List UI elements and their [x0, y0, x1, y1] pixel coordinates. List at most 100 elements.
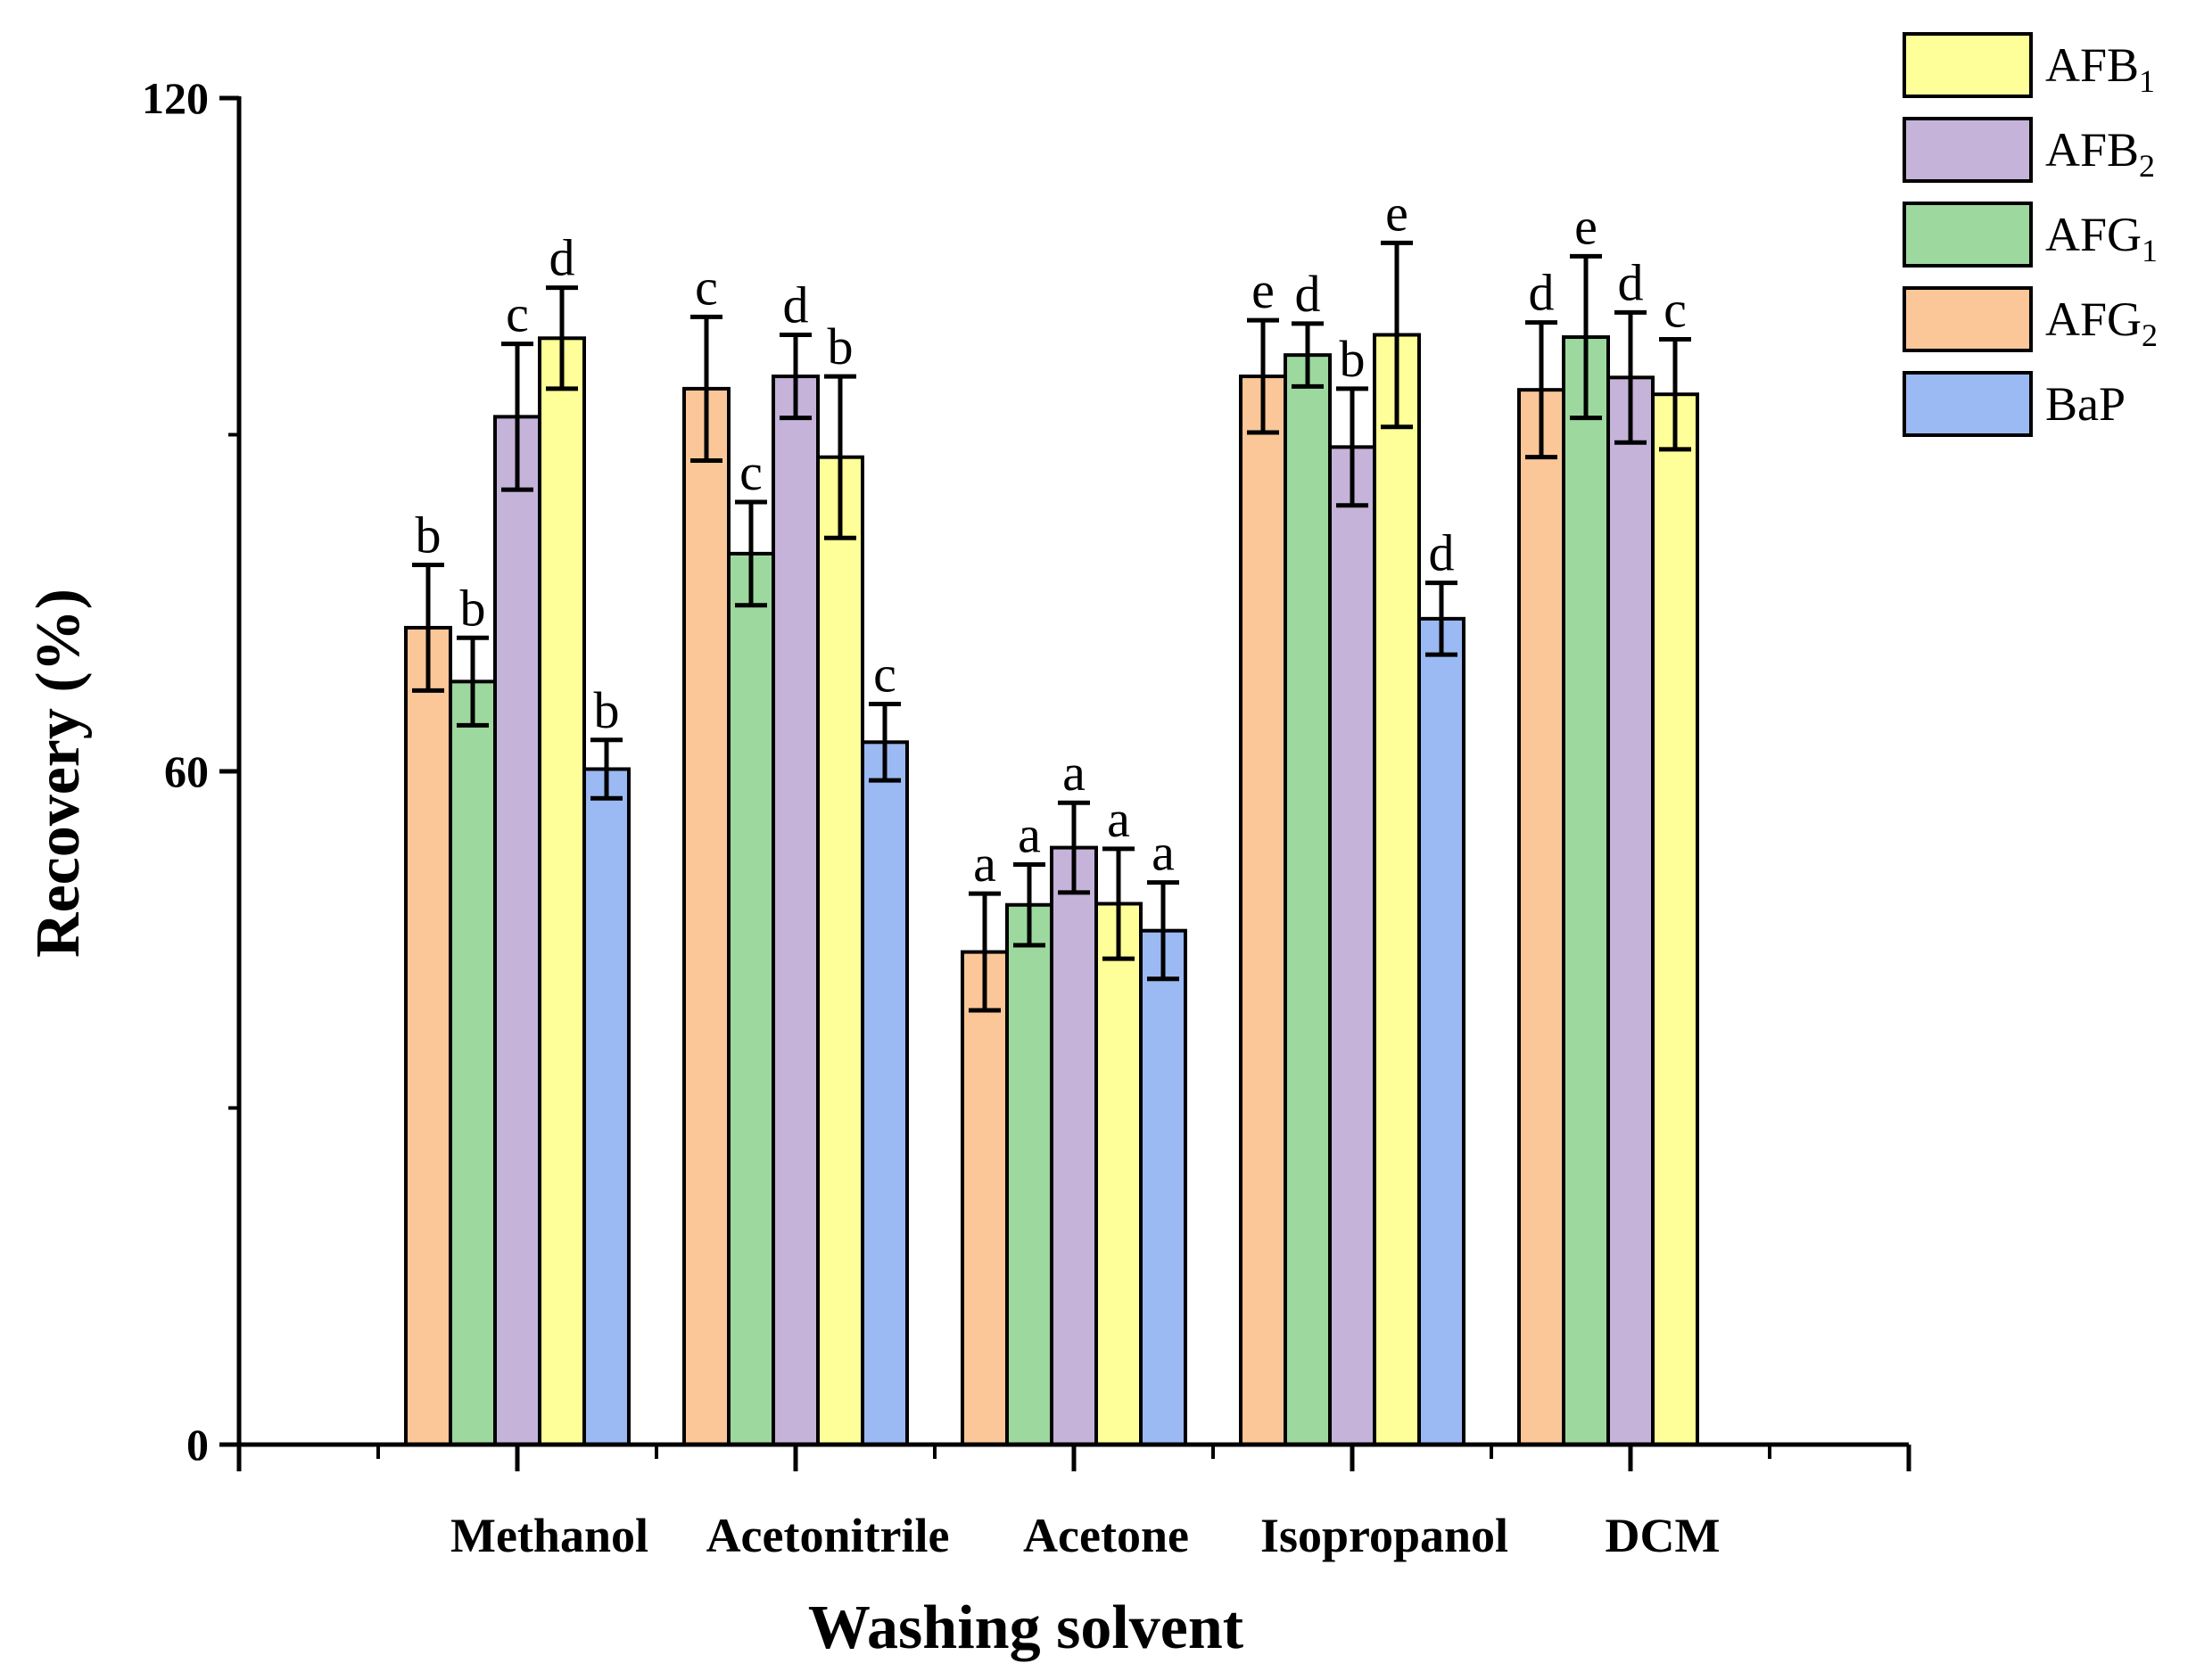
significance-letter-afg1-acetonitrile: c [739, 443, 763, 501]
error-bar-afg1-acetonitrile [735, 499, 767, 608]
significance-letter-afb1-isopropanol: e [1385, 184, 1408, 242]
bar-afb2-methanol [493, 415, 541, 1446]
significance-letter-afg1-isopropanol: d [1295, 265, 1321, 323]
bar-afg2-acetonitrile [682, 386, 731, 1446]
significance-letter-afb2-dcm: d [1618, 253, 1644, 311]
significance-letter-afg2-acetonitrile: c [695, 258, 718, 316]
significance-letter-afb2-acetone: a [1062, 744, 1086, 802]
significance-letter-afg2-methanol: b [416, 506, 442, 564]
bar-afb2-isopropanol [1328, 445, 1376, 1446]
legend-item-afb1: AFB1 [1903, 32, 2155, 99]
bars-layer [404, 333, 1699, 1447]
legend-swatch-afg2 [1903, 286, 2033, 352]
error-bar-afg2-isopropanol [1247, 317, 1279, 435]
y-tick-label: 120 [142, 73, 209, 123]
legend-item-bap: BaP [1903, 371, 2126, 437]
error-bar-afb1-isopropanol [1381, 240, 1413, 430]
error-bars-layer [412, 240, 1691, 1013]
significance-letter-afb2-acetonitrile: d [783, 276, 809, 334]
significance-letter-afb1-methanol: d [549, 229, 575, 287]
legend-label-bap: BaP [2045, 377, 2126, 431]
significance-letter-bap-acetonitrile: c [873, 646, 896, 704]
significance-letter-bap-isopropanol: d [1429, 524, 1455, 582]
significance-letter-afb2-isopropanol: b [1340, 330, 1366, 388]
significance-letter-bap-acetone: a [1152, 824, 1175, 882]
bar-afb1-acetone [1094, 902, 1143, 1446]
significance-letter-afb1-dcm: c [1664, 281, 1687, 339]
error-bar-afb2-acetonitrile [780, 333, 812, 421]
significance-letter-afg2-acetone: a [973, 835, 996, 893]
bar-afg2-methanol [404, 625, 452, 1446]
significance-letter-afb1-acetonitrile: b [828, 317, 854, 375]
legend-label-afb1: AFB1 [2045, 38, 2155, 99]
legend-item-afb2: AFB2 [1903, 117, 2155, 184]
error-bar-afb2-isopropanol [1336, 386, 1368, 508]
legend-item-afg1: AFG1 [1903, 202, 2158, 268]
significance-letter-afb1-acetone: a [1107, 790, 1130, 848]
error-bar-afb2-acetone [1058, 800, 1090, 895]
bar-afg2-acetone [961, 950, 1009, 1446]
bar-afg1-acetonitrile [727, 551, 775, 1446]
error-bar-afg2-methanol [412, 562, 444, 693]
legend: AFB1 AFB2 AFG1 AFG2 BaP [1903, 32, 2158, 437]
bar-afg2-dcm [1517, 388, 1565, 1447]
error-bar-afg1-dcm [1570, 253, 1602, 421]
error-bar-afb1-dcm [1659, 337, 1691, 452]
x-ticks: Methanol Acetonitrile Acetone Isopropanol DC… [236, 1445, 1911, 1562]
bar-afb1-acetonitrile [816, 455, 864, 1447]
error-bar-afg2-acetone [969, 891, 1001, 1013]
bar-bap-acetone [1139, 928, 1187, 1446]
legend-swatch-afb2 [1903, 117, 2033, 183]
y-tick-label: 0 [186, 1420, 209, 1470]
error-bar-afg2-dcm [1525, 320, 1557, 460]
error-bar-bap-isopropanol [1425, 581, 1457, 657]
error-bar-afb1-acetonitrile [824, 374, 856, 540]
bar-afb1-isopropanol [1373, 333, 1421, 1447]
significance-letter-afg2-isopropanol: e [1251, 261, 1275, 319]
bar-bap-methanol [582, 767, 631, 1446]
significance-letter-afg1-methanol: b [460, 579, 486, 637]
bar-afg1-dcm [1562, 335, 1610, 1446]
x-tick-label-acetone: Acetone [1023, 1509, 1189, 1562]
error-bar-bap-acetone [1147, 880, 1179, 982]
significance-letter-afg1-dcm: e [1574, 197, 1597, 255]
error-bar-afb2-dcm [1614, 309, 1647, 445]
bar-afg1-acetone [1005, 902, 1053, 1446]
error-bar-bap-acetonitrile [869, 702, 901, 783]
legend-label-afg2: AFG2 [2045, 292, 2158, 353]
bar-bap-isopropanol [1417, 616, 1465, 1446]
error-bar-afg1-acetone [1013, 861, 1045, 948]
error-bar-bap-methanol [590, 737, 623, 801]
y-axis-title: Recovery (%) [24, 589, 93, 958]
bar-afg1-isopropanol [1284, 353, 1332, 1446]
legend-swatch-bap [1903, 371, 2033, 437]
bar-afb2-dcm [1606, 375, 1655, 1447]
y-ticks: 0 60 120 [142, 73, 239, 1470]
x-tick-label-acetonitrile: Acetonitrile [706, 1509, 950, 1562]
significance-letter-afb2-methanol: c [506, 285, 529, 343]
legend-swatch-afg1 [1903, 202, 2033, 268]
bar-afb1-methanol [538, 336, 586, 1446]
bar-bap-acetonitrile [861, 740, 909, 1446]
bar-afg1-methanol [449, 679, 497, 1446]
error-bar-afg1-isopropanol [1292, 321, 1324, 389]
x-tick-label-isopropanol: Isopropanol [1260, 1509, 1508, 1562]
significance-letter-afg1-acetone: a [1018, 805, 1041, 863]
bar-afb2-acetonitrile [772, 375, 820, 1447]
legend-item-afg2: AFG2 [1903, 286, 2158, 353]
error-bar-afg2-acetonitrile [690, 314, 722, 463]
bar-afb2-acetone [1050, 845, 1098, 1446]
bar-afg2-isopropanol [1239, 375, 1287, 1447]
bar-afb1-dcm [1651, 392, 1699, 1447]
error-bar-afb1-acetone [1102, 846, 1135, 961]
x-tick-label-dcm: DCM [1606, 1509, 1721, 1562]
legend-label-afg1: AFG1 [2045, 208, 2158, 268]
error-bar-afg1-methanol [457, 635, 489, 728]
legend-label-afb2: AFB2 [2045, 123, 2155, 184]
legend-swatch-afb1 [1903, 32, 2033, 98]
significance-letter-afg2-dcm: d [1529, 264, 1555, 322]
x-axis-title: Washing solvent [808, 1594, 1243, 1662]
